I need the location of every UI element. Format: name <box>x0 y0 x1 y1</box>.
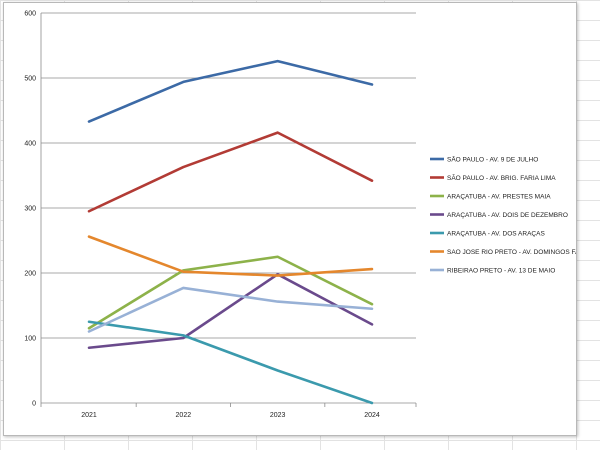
x-tick-label: 2024 <box>364 412 380 419</box>
line-chart: 0 100 200 300 400 500 600 2021 2022 2023 2024 SÃO … <box>24 11 576 420</box>
series-line[interactable] <box>87 59 374 123</box>
y-tick-label: 500 <box>24 76 36 83</box>
chart-area[interactable]: 0 100 200 300 400 500 600 2021 2022 2023 2024 SÃO … <box>3 2 577 436</box>
series-line[interactable] <box>87 255 374 330</box>
y-tick-label: 300 <box>24 206 36 213</box>
y-tick-label: 100 <box>24 336 36 343</box>
series-line[interactable] <box>87 286 374 333</box>
y-tick-label: 600 <box>24 11 36 18</box>
series-line[interactable] <box>87 320 374 405</box>
legend-entry: RIBEIRAO PRETO - AV. 13 DE MAIO <box>447 267 555 274</box>
x-tick-label: 2023 <box>270 412 286 419</box>
series-line[interactable] <box>87 272 374 350</box>
series-line[interactable] <box>87 235 374 277</box>
x-tick-label: 2022 <box>176 412 192 419</box>
x-tick-label: 2021 <box>81 412 97 419</box>
legend-entry: ARAÇATUBA - AV. DOIS DE DEZEMBRO <box>447 212 568 219</box>
series-line[interactable] <box>87 131 374 213</box>
legend-entry: ARAÇATUBA - AV. DOS ARAÇAS <box>447 230 545 237</box>
y-tick-label: 400 <box>24 141 36 148</box>
y-tick-label: 200 <box>24 271 36 278</box>
legend-entry: SÃO PAULO - AV. 9 DE JULHO <box>447 154 538 163</box>
legend-entry: ARAÇATUBA - AV. PRESTES MAIA <box>447 193 551 200</box>
legend-entry: SAO JOSE RIO PRETO - AV. DOMINGOS FALAVI… <box>447 249 576 256</box>
y-tick-label: 0 <box>32 401 36 408</box>
legend-entry: SÃO PAULO - AV. BRIG. FARIA LIMA <box>447 173 556 182</box>
